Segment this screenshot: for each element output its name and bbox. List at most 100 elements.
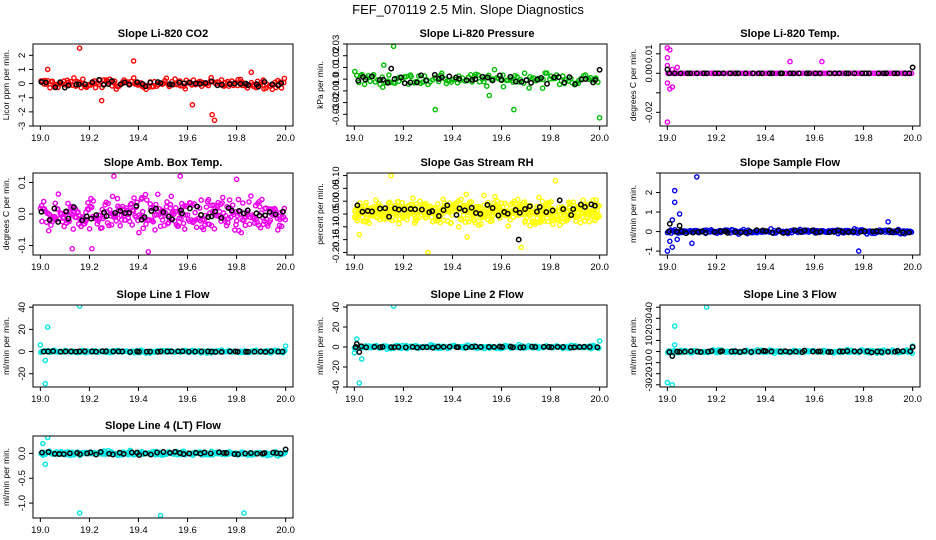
mean-point	[186, 450, 193, 457]
x-tick-label: 19.0	[658, 262, 677, 273]
data-point	[150, 83, 157, 90]
mean-point	[407, 79, 414, 86]
mean-point	[839, 228, 846, 235]
mean-point	[817, 70, 824, 77]
mean-point	[844, 348, 851, 355]
panel-title: Slope Line 1 Flow	[117, 289, 210, 301]
mean-point	[851, 348, 858, 355]
mean-point	[741, 348, 748, 354]
x-tick-label: 19.4	[129, 525, 148, 536]
y-tick-label: -10	[644, 356, 655, 370]
outlier-point	[510, 106, 517, 113]
outlier-point	[671, 187, 678, 194]
x-tick-label: 20.0	[276, 525, 295, 536]
mean-point	[52, 84, 59, 91]
y-tick-label: 2	[644, 190, 655, 195]
data-point	[126, 218, 133, 225]
data-point	[596, 213, 602, 220]
data-point	[92, 84, 99, 91]
mean-point	[477, 210, 484, 217]
outlier-point	[669, 353, 676, 359]
x-tick-label: 19.0	[31, 262, 50, 273]
y-tick-label: -30	[644, 378, 655, 392]
y-tick-label: 0.0	[17, 447, 28, 460]
mean-point	[262, 348, 269, 355]
data-point	[55, 191, 62, 197]
mean-point	[759, 227, 766, 234]
mean-point	[277, 450, 284, 457]
outlier-point	[209, 111, 215, 118]
outlier-point	[671, 342, 678, 348]
mean-point	[891, 70, 898, 77]
mean-point	[279, 348, 286, 355]
data-point	[908, 229, 915, 235]
mean-point	[429, 208, 436, 215]
mean-point	[232, 348, 239, 355]
panel-title: Slope Gas Stream RH	[420, 157, 533, 169]
data-point	[193, 224, 200, 231]
outlier-point	[674, 236, 681, 243]
mean-point	[431, 71, 438, 78]
mean-point	[93, 451, 100, 458]
data-point	[142, 191, 149, 198]
data-point	[586, 218, 593, 225]
panel-title: Slope Line 3 Flow	[744, 289, 837, 301]
data-point	[62, 211, 69, 218]
mean-point	[51, 205, 58, 212]
points-layer	[664, 45, 916, 125]
mean-point	[468, 204, 475, 211]
outlier-point	[666, 220, 673, 227]
outlier-point	[211, 117, 218, 124]
data-point	[128, 200, 135, 207]
mean-point	[880, 70, 887, 77]
mean-point	[55, 218, 62, 225]
mean-point	[242, 348, 249, 355]
mean-point	[134, 79, 141, 86]
mean-point	[719, 348, 726, 355]
mean-point	[678, 228, 685, 234]
data-point	[908, 70, 915, 77]
mean-point	[121, 79, 128, 86]
data-point	[478, 221, 484, 227]
mean-point	[160, 449, 167, 455]
data-point	[198, 197, 204, 203]
y-tick-label: 1	[644, 209, 655, 214]
mean-point	[484, 201, 491, 208]
data-point	[238, 229, 245, 236]
mean-point	[218, 348, 225, 355]
data-point	[363, 199, 369, 206]
data-point	[545, 218, 551, 225]
panel-sample: Slope Sample Flow 19.0 19.2 19.4 19.6 19.8 20.…	[628, 157, 922, 273]
data-point	[229, 202, 236, 208]
mean-point	[75, 81, 82, 88]
outlier-point	[664, 80, 671, 86]
mean-point	[817, 348, 824, 355]
outlier-point	[664, 379, 671, 386]
mean-point	[543, 209, 550, 216]
mean-point	[186, 79, 193, 86]
data-point	[242, 222, 249, 229]
mean-point	[220, 449, 227, 456]
data-point	[527, 222, 533, 229]
mean-point	[755, 348, 762, 355]
panel-title: Slope Amb. Box Temp.	[104, 157, 223, 169]
mean-point	[746, 228, 753, 235]
y-tick-label: -0.20	[331, 242, 342, 264]
outlier-point	[145, 248, 152, 255]
y-tick-label: 0.01	[644, 45, 655, 64]
mean-point	[231, 451, 238, 457]
y-tick-label: 40	[644, 302, 655, 313]
mean-point	[720, 70, 727, 77]
panel-rh: Slope Gas Stream RH 19.0 19.2 19.4 19.6 19.8 2…	[315, 157, 609, 273]
x-tick-label: 19.8	[541, 133, 560, 144]
mean-point	[423, 344, 430, 351]
y-tick-label: -0.05	[331, 203, 342, 225]
data-point	[154, 191, 161, 198]
mean-point	[792, 348, 799, 355]
points-layer	[664, 174, 915, 254]
x-tick-label: 20.0	[903, 394, 922, 405]
mean-point	[262, 212, 269, 219]
y-tick-label: -0.5	[17, 470, 28, 486]
mean-point	[568, 212, 575, 219]
